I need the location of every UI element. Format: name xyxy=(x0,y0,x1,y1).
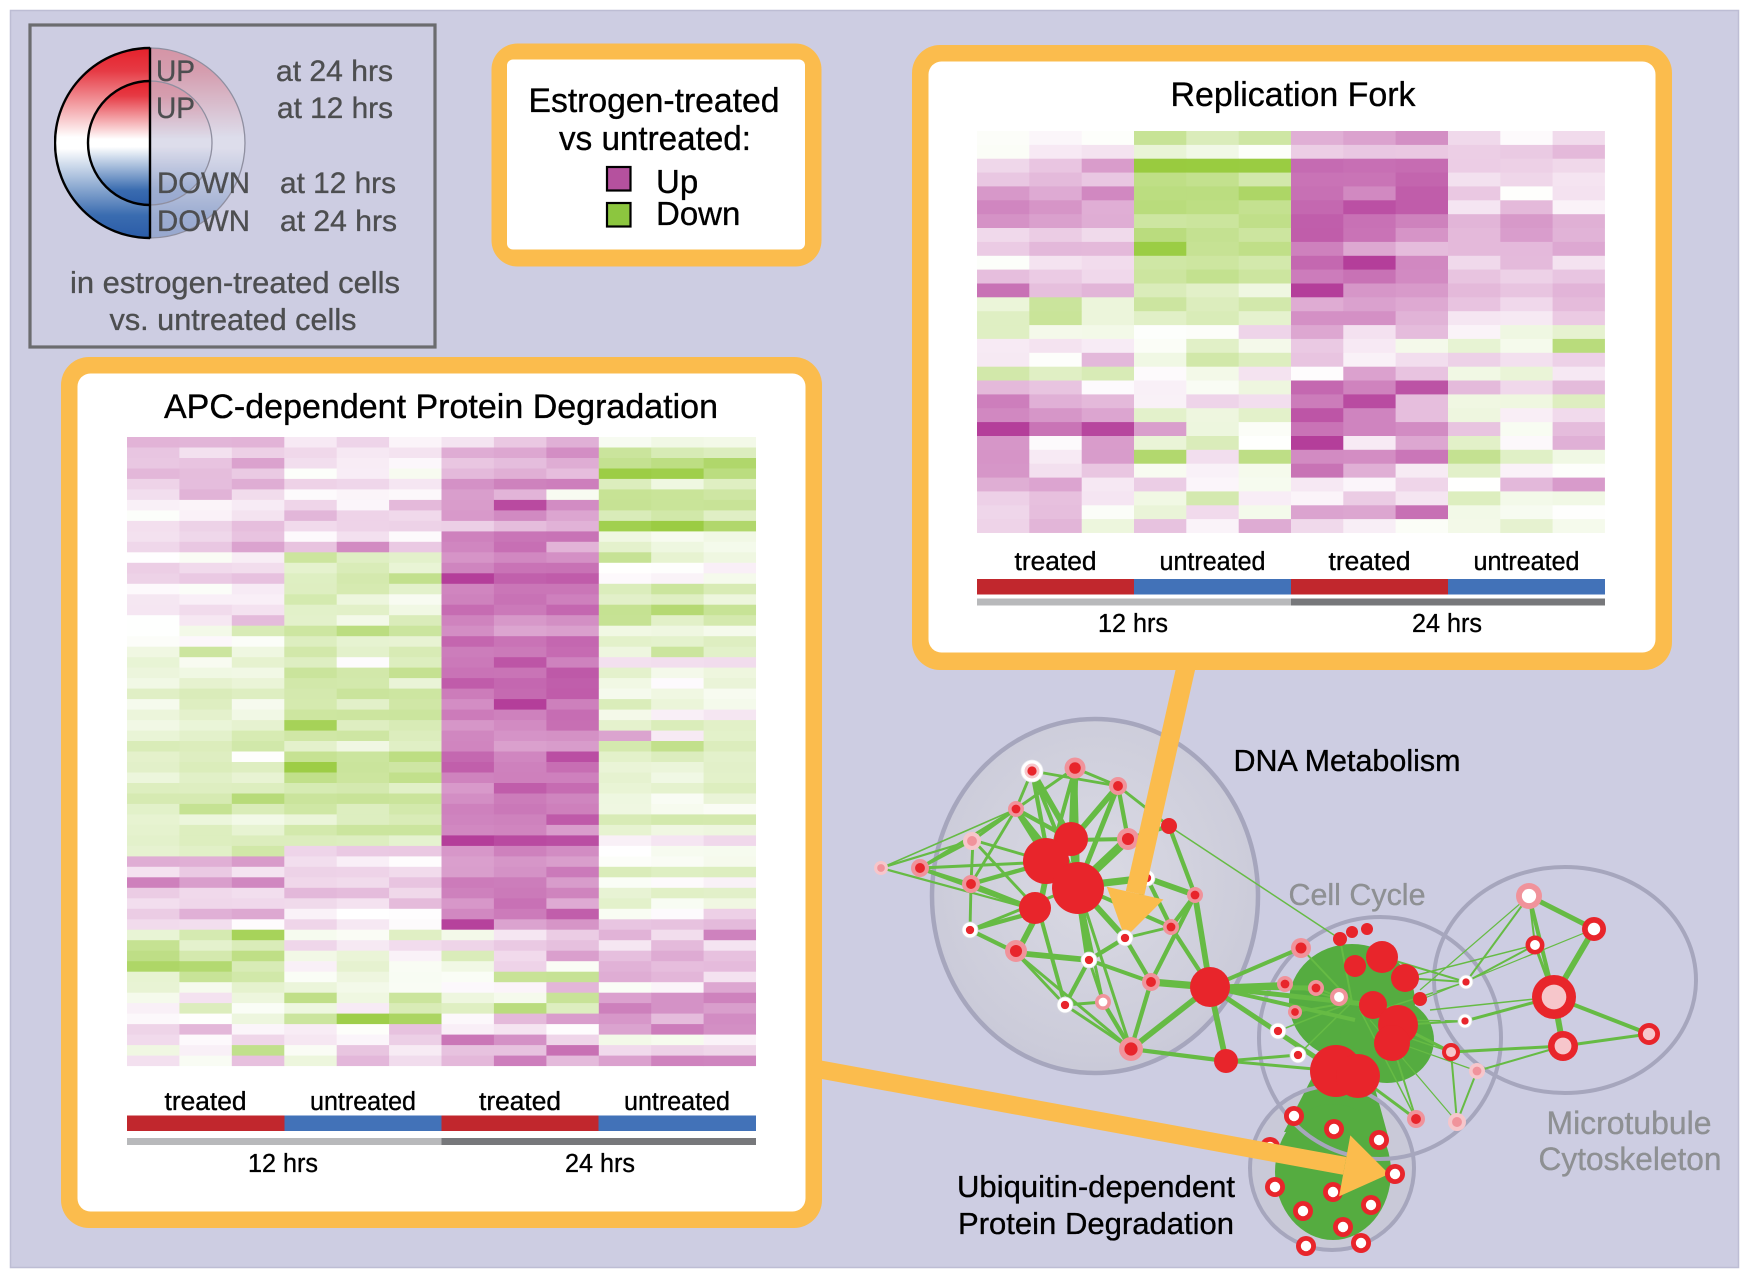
svg-text:at 12 hrs: at 12 hrs xyxy=(277,92,393,125)
svg-text:Up: Up xyxy=(656,163,698,200)
svg-text:24 hrs: 24 hrs xyxy=(565,1150,635,1178)
svg-text:24 hrs: 24 hrs xyxy=(1412,610,1482,638)
svg-text:Cytoskeleton: Cytoskeleton xyxy=(1539,1141,1722,1177)
svg-text:untreated: untreated xyxy=(624,1088,730,1116)
svg-text:Ubiquitin-dependent: Ubiquitin-dependent xyxy=(957,1169,1235,1204)
svg-text:12 hrs: 12 hrs xyxy=(248,1150,318,1178)
svg-text:vs untreated:: vs untreated: xyxy=(559,120,751,158)
svg-text:UP: UP xyxy=(156,55,195,88)
svg-text:12 hrs: 12 hrs xyxy=(1098,610,1168,638)
svg-text:Estrogen-treated: Estrogen-treated xyxy=(529,82,780,120)
svg-text:DNA Metabolism: DNA Metabolism xyxy=(1234,743,1461,778)
svg-text:APC-dependent Protein Degradat: APC-dependent Protein Degradation xyxy=(164,388,718,426)
svg-text:Replication Fork: Replication Fork xyxy=(1171,76,1417,114)
svg-text:untreated: untreated xyxy=(1160,548,1266,576)
svg-text:in estrogen-treated cells: in estrogen-treated cells xyxy=(70,265,400,300)
svg-text:UP: UP xyxy=(156,92,195,125)
svg-text:vs. untreated cells: vs. untreated cells xyxy=(110,302,357,337)
svg-text:DOWN: DOWN xyxy=(157,167,250,200)
svg-text:treated: treated xyxy=(479,1088,561,1116)
svg-text:at 24 hrs: at 24 hrs xyxy=(276,55,393,88)
svg-text:treated: treated xyxy=(1015,548,1097,576)
svg-text:treated: treated xyxy=(165,1088,247,1116)
svg-text:Protein Degradation: Protein Degradation xyxy=(958,1206,1234,1241)
svg-text:Down: Down xyxy=(656,195,740,232)
svg-text:Cell Cycle: Cell Cycle xyxy=(1289,877,1426,912)
svg-text:DOWN: DOWN xyxy=(157,205,250,238)
svg-text:at 24 hrs: at 24 hrs xyxy=(280,205,397,238)
svg-text:Microtubule: Microtubule xyxy=(1547,1105,1712,1141)
svg-text:untreated: untreated xyxy=(310,1088,416,1116)
svg-text:treated: treated xyxy=(1329,548,1411,576)
svg-text:untreated: untreated xyxy=(1474,548,1580,576)
svg-text:at 12 hrs: at 12 hrs xyxy=(280,167,396,200)
